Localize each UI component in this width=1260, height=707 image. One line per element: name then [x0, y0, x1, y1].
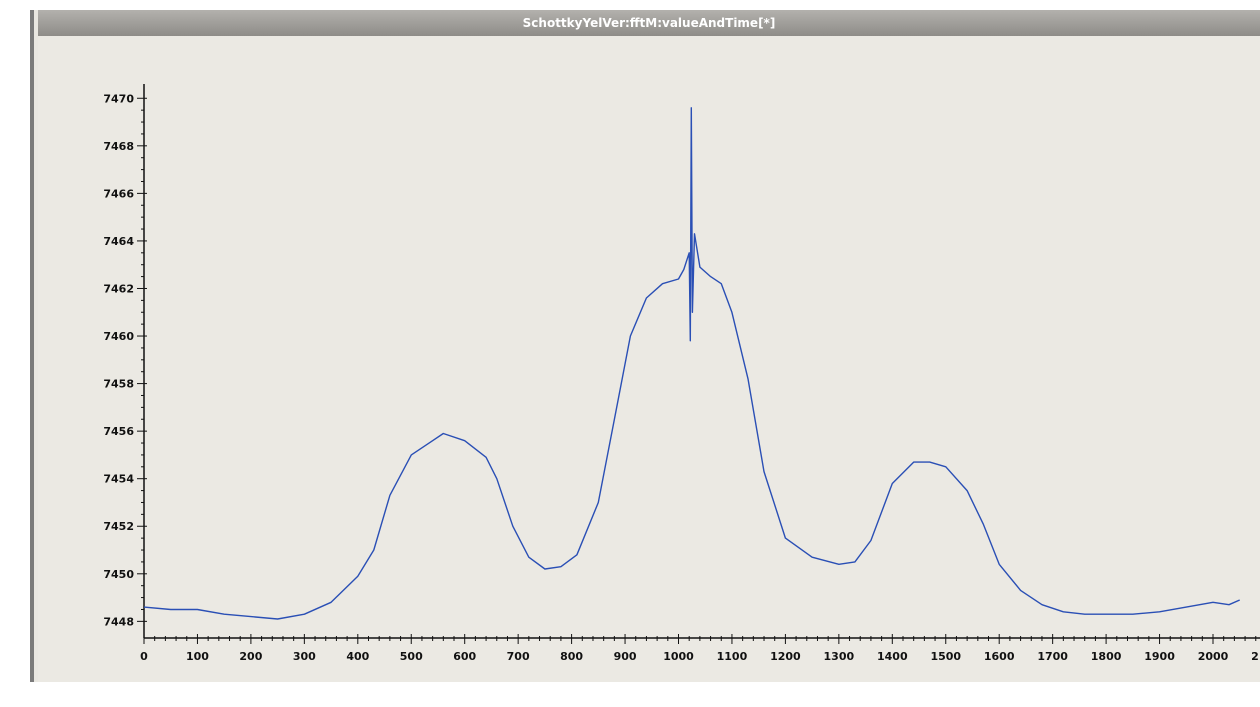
window-titlebar[interactable]: SchottkyYelVer:fftM:valueAndTime[*] [38, 10, 1260, 37]
x-tick-label: 1700 [1037, 650, 1068, 663]
y-tick-label: 7466 [103, 187, 134, 200]
x-tick-label: 600 [453, 650, 476, 663]
x-axis: 0 100 200 300 400 500 600 700 800 900 1000 1100 1200… [140, 634, 1260, 663]
x-tick-label: 1100 [717, 650, 748, 663]
series-layer [143, 107, 1240, 620]
y-axis: 7448 7450 7452 7454 7456 7458 7460 7462 7464 7466… [103, 84, 147, 638]
x-tick-label: 1200 [770, 650, 801, 663]
x-tick-label: 100 [186, 650, 209, 663]
x-tick-label: 900 [614, 650, 637, 663]
plot-window: SchottkyYelVer:fftM:valueAndTime[*] 7448… [30, 10, 1260, 682]
x-tick-label: 200 [239, 650, 262, 663]
x-tick-label: 500 [400, 650, 423, 663]
x-tick-label: 400 [346, 650, 369, 663]
y-tick-label: 7470 [103, 92, 134, 105]
plot-panel: 7448 7450 7452 7454 7456 7458 7460 7462 7464 7466… [38, 36, 1260, 682]
y-tick-label: 7462 [103, 282, 134, 295]
y-tick-label: 7456 [103, 425, 134, 438]
y-tick-label: 7458 [103, 378, 134, 391]
y-tick-label: 7454 [103, 473, 134, 486]
x-tick-label: 700 [507, 650, 530, 663]
x-tick-label: 2100 [1251, 650, 1260, 663]
window-title: SchottkyYelVer:fftM:valueAndTime[*] [522, 16, 776, 30]
x-tick-label: 1500 [930, 650, 961, 663]
y-tick-label: 7468 [103, 140, 134, 153]
x-tick-label: 1600 [984, 650, 1015, 663]
x-tick-label: 2000 [1198, 650, 1229, 663]
x-tick-label: 800 [560, 650, 583, 663]
x-tick-label: 1000 [663, 650, 694, 663]
x-tick-label: 1900 [1144, 650, 1175, 663]
x-tick-label: 1300 [824, 650, 855, 663]
y-tick-label: 7460 [103, 330, 134, 343]
x-tick-label: 0 [140, 650, 148, 663]
y-tick-label: 7448 [103, 615, 134, 628]
x-tick-label: 300 [293, 650, 316, 663]
y-tick-label: 7450 [103, 568, 134, 581]
series-line [143, 107, 1240, 620]
line-chart: 7448 7450 7452 7454 7456 7458 7460 7462 7464 7466… [103, 84, 1260, 663]
y-tick-label: 7464 [103, 235, 134, 248]
x-tick-label: 1400 [877, 650, 908, 663]
y-tick-label: 7452 [103, 520, 134, 533]
x-tick-label: 1800 [1091, 650, 1122, 663]
